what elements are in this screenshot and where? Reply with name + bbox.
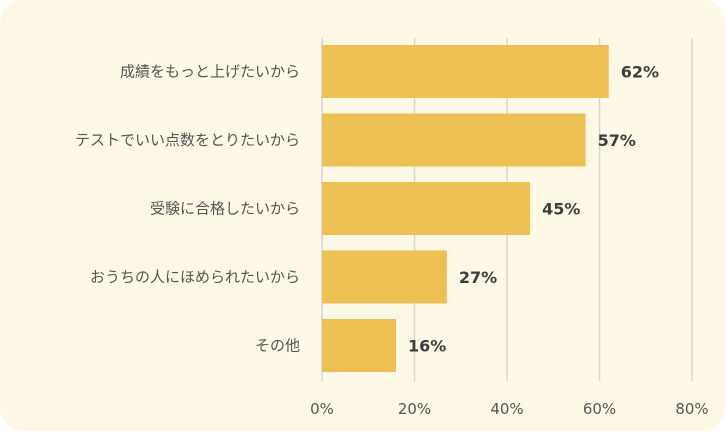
bar bbox=[322, 45, 609, 98]
data-label: 16% bbox=[408, 337, 446, 356]
data-label: 45% bbox=[542, 200, 580, 219]
bar bbox=[322, 319, 396, 372]
x-tick-label: 60% bbox=[583, 400, 616, 418]
x-tick-label: 80% bbox=[675, 400, 708, 418]
data-labels: 62% 57% 45% 27% 16% bbox=[408, 63, 659, 356]
bars bbox=[322, 45, 609, 372]
category-label: 受験に合格したいから bbox=[150, 200, 300, 218]
bar bbox=[322, 182, 531, 235]
category-label: おうちの人にほめられたいから bbox=[90, 268, 300, 286]
category-label: 成績をもっと上げたいから bbox=[120, 63, 300, 81]
x-axis-tick-labels: 0% 20% 40% 60% 80% bbox=[310, 400, 709, 418]
x-tick-label: 0% bbox=[310, 400, 334, 418]
category-label: その他 bbox=[255, 337, 300, 355]
data-label: 62% bbox=[621, 63, 659, 82]
bar bbox=[322, 113, 586, 167]
bar bbox=[322, 250, 447, 304]
category-labels: 成績をもっと上げたいからテストでいい点数をとりたいから受験に合格したいからおうち… bbox=[75, 63, 300, 355]
category-label: テストでいい点数をとりたいから bbox=[75, 131, 300, 149]
x-tick-label: 20% bbox=[398, 400, 431, 418]
data-label: 27% bbox=[459, 268, 497, 287]
x-tick-label: 40% bbox=[490, 400, 523, 418]
data-label: 57% bbox=[598, 131, 636, 150]
